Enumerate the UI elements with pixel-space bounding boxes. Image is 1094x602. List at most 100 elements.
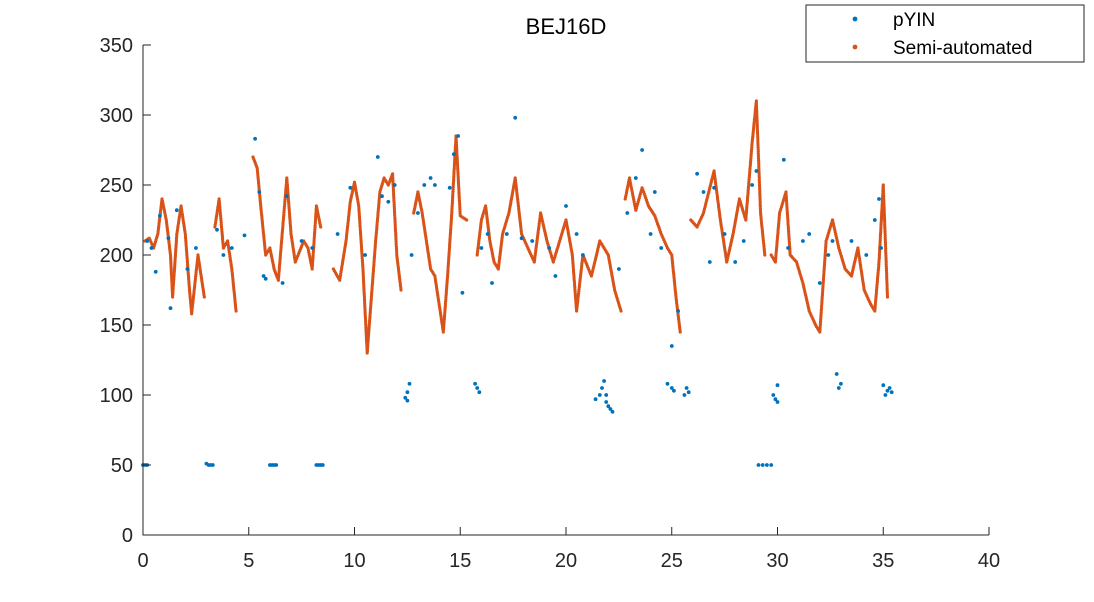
- semi-automated-point: [754, 99, 759, 103]
- pyin-point: [610, 409, 615, 414]
- semi-automated-point: [884, 247, 888, 251]
- pyin-point: [274, 463, 279, 467]
- pyin-point: [839, 381, 843, 386]
- semi-automated-point: [883, 233, 887, 238]
- y-tick-label: 150: [100, 315, 133, 337]
- pyin-point: [625, 211, 630, 215]
- semi-automated-point: [758, 200, 762, 204]
- pyin-point: [877, 197, 881, 201]
- pyin-point: [174, 208, 179, 213]
- pyin-point: [606, 404, 611, 409]
- pyin-point: [403, 395, 408, 400]
- semi-automated-point: [202, 295, 206, 299]
- pyin-point: [881, 383, 886, 388]
- y-tick-label: 300: [100, 105, 133, 127]
- x-tick-label: 25: [661, 550, 683, 572]
- pyin-point: [422, 183, 427, 187]
- semi-automated-point: [882, 194, 886, 198]
- pyin-point: [682, 393, 687, 397]
- pyin-point: [168, 306, 173, 311]
- pyin-point: [547, 246, 551, 250]
- pyin-point: [166, 236, 171, 241]
- pyin-point: [773, 397, 778, 402]
- semi-automated-point: [758, 189, 762, 193]
- y-tick-label: 350: [100, 35, 133, 57]
- semi-automated-point: [882, 207, 886, 211]
- semi-automated-point: [757, 163, 761, 167]
- pyin-point: [602, 379, 606, 383]
- pyin-point: [215, 227, 219, 232]
- pyin-point: [684, 386, 689, 390]
- pyin-point: [581, 253, 585, 257]
- pyin-point: [600, 386, 604, 390]
- pyin-point: [504, 232, 509, 236]
- pyin-point: [817, 281, 822, 285]
- pyin-point: [665, 381, 670, 386]
- pyin-point: [416, 211, 420, 215]
- pyin-point: [477, 390, 482, 395]
- pyin-point: [849, 239, 854, 243]
- x-tick-label: 0: [137, 550, 148, 572]
- semi-automated-point: [755, 123, 759, 127]
- pyin-point: [722, 232, 727, 236]
- pyin-point: [733, 260, 738, 264]
- pyin-point: [834, 372, 839, 376]
- pyin-point: [775, 400, 780, 404]
- y-axis-ticks: 0 50 100 150 200 250 300 350: [100, 35, 151, 547]
- pyin-point: [652, 190, 657, 194]
- pyin-point: [158, 213, 162, 218]
- pyin-point: [407, 381, 412, 386]
- legend-marker-pyin: [852, 16, 858, 22]
- semi-automated-point: [763, 253, 767, 257]
- semi-automated-point: [399, 288, 403, 292]
- axes: [142, 45, 989, 536]
- y-tick-label: 200: [100, 245, 133, 267]
- pyin-point: [879, 246, 883, 250]
- pyin-point: [530, 239, 535, 243]
- pyin-point: [781, 157, 786, 162]
- pyin-point: [786, 246, 790, 250]
- pyin-point: [648, 232, 653, 236]
- pyin-point: [756, 463, 761, 467]
- pyin-point: [750, 183, 754, 187]
- pyin-point: [564, 204, 568, 208]
- pyin-point: [801, 239, 805, 243]
- pyin-point: [676, 309, 680, 313]
- semi-automated-point: [465, 218, 469, 222]
- pyin-point: [433, 183, 437, 187]
- legend-label-pyin: pYIN: [893, 10, 935, 31]
- legend-marker-semi-automated: [852, 44, 858, 50]
- y-tick-label: 0: [122, 525, 133, 547]
- pyin-point: [807, 232, 812, 236]
- pyin-point: [519, 236, 524, 241]
- pyin-point: [659, 246, 664, 250]
- pyin-point: [194, 246, 198, 250]
- plot-frame: [142, 45, 989, 536]
- semi-automated-point: [619, 309, 623, 313]
- pyin-point: [284, 194, 289, 199]
- pyin-point: [405, 390, 410, 395]
- pyin-point: [640, 148, 644, 152]
- legend: pYIN Semi-automated: [805, 4, 1085, 63]
- pyin-point: [686, 390, 691, 395]
- pyin-point: [363, 253, 367, 257]
- x-tick-label: 10: [343, 550, 365, 572]
- semi-automated-point: [885, 273, 889, 277]
- semi-automated-point: [755, 110, 759, 114]
- pyin-point: [593, 397, 598, 402]
- pyin-point: [257, 190, 262, 194]
- pyin-point: [604, 400, 609, 404]
- pyin-point: [597, 393, 602, 397]
- semi-automated-point: [678, 330, 682, 334]
- semi-automated-point: [757, 176, 761, 180]
- pyin-point: [669, 344, 674, 348]
- y-tick-label: 100: [100, 385, 133, 407]
- semi-automated-point: [881, 183, 885, 187]
- pyin-point: [229, 246, 234, 250]
- pyin-point: [460, 290, 465, 295]
- pyin-point: [210, 463, 215, 467]
- y-tick-label: 250: [100, 175, 133, 197]
- pyin-point: [712, 185, 716, 190]
- pyin-point: [221, 253, 226, 257]
- semi-automated-point: [883, 220, 887, 224]
